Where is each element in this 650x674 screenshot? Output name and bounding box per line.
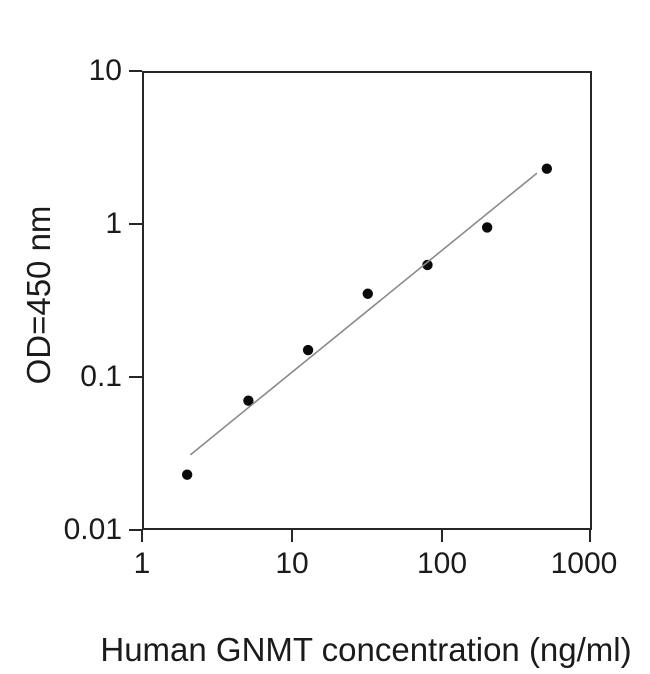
y-tick-mark-0.01 (129, 529, 142, 531)
fit-line (189, 172, 538, 456)
x-tick-label-10: 10 (275, 547, 309, 580)
y-tick-label-0.01: 0.01 (63, 513, 122, 546)
x-tick-label-100: 100 (416, 547, 468, 580)
x-tick-mark-10 (291, 529, 293, 542)
data-point (362, 288, 373, 299)
y-tick-label-1: 1 (105, 207, 122, 240)
x-tick-mark-100 (441, 529, 443, 542)
data-point (243, 395, 254, 406)
x-tick-mark-1 (141, 529, 143, 542)
data-point (541, 163, 553, 174)
x-tick-mark-1000 (589, 529, 591, 542)
y-tick-label-0.1: 0.1 (80, 360, 122, 393)
y-tick-mark-1 (129, 223, 142, 225)
data-point (302, 344, 314, 356)
plot-frame (142, 71, 592, 530)
x-tick-label-1000: 1000 (550, 547, 618, 580)
y-tick-mark-0.1 (129, 376, 142, 378)
data-point (181, 469, 193, 480)
x-tick-label-1: 1 (133, 547, 151, 580)
data-point (422, 259, 433, 271)
y-tick-label-10: 10 (88, 54, 122, 87)
y-tick-mark-10 (129, 70, 142, 72)
data-point (481, 222, 493, 233)
x-axis-title: Human GNMT concentration (ng/ml) (100, 631, 632, 668)
